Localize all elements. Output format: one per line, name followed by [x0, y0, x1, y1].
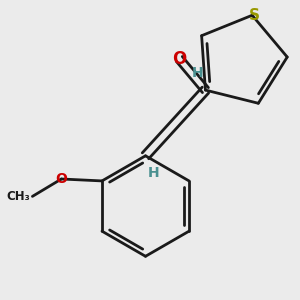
Text: H: H [192, 66, 204, 80]
Text: O: O [56, 172, 67, 186]
Text: CH₃: CH₃ [7, 190, 31, 203]
Text: O: O [172, 50, 187, 68]
Text: S: S [249, 8, 260, 23]
Text: H: H [147, 166, 159, 180]
